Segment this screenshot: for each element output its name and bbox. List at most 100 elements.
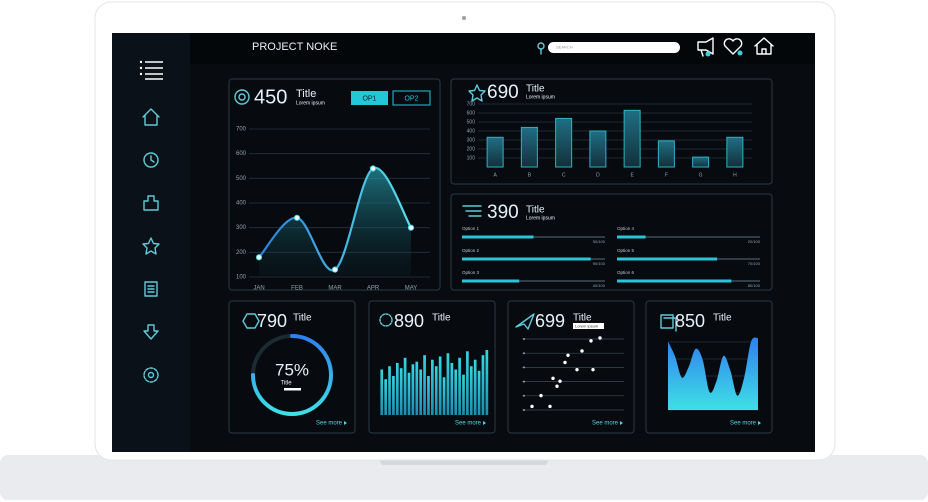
y-tick-label: 700 — [236, 127, 247, 133]
kpi-title: Title — [526, 84, 545, 95]
bar — [520, 126, 538, 168]
column — [423, 355, 426, 415]
search[interactable]: SEARCH — [537, 42, 680, 55]
kpi-title: Title — [573, 313, 592, 324]
see-more-link[interactable]: See more — [455, 421, 486, 427]
x-tick-label: H — [733, 172, 737, 178]
nav-settings[interactable] — [143, 367, 159, 383]
target-icon — [234, 89, 250, 105]
option-button-label: OP1 — [362, 95, 376, 102]
area-series — [668, 337, 758, 410]
scatter-point — [580, 349, 584, 353]
line-point — [331, 266, 339, 273]
column — [442, 377, 446, 415]
nav-download[interactable] — [143, 324, 159, 340]
scatter-point — [551, 376, 555, 381]
option-value: 90/100 — [593, 261, 606, 266]
bar — [555, 117, 573, 168]
option-label: Option 4 — [617, 226, 635, 231]
nav-home[interactable] — [142, 108, 160, 126]
progress-bar — [617, 279, 732, 283]
see-more-link[interactable]: See more — [730, 421, 761, 427]
x-tick-label: FEB — [291, 286, 303, 292]
y-tick-label: 400 — [467, 128, 476, 134]
column — [388, 366, 391, 415]
axis-dot — [523, 409, 525, 411]
nav-box[interactable] — [143, 195, 159, 211]
column — [419, 369, 423, 415]
megaphone-button[interactable] — [697, 37, 714, 57]
bar — [623, 109, 641, 168]
x-tick-label: E — [630, 172, 634, 178]
camera — [462, 16, 466, 20]
kpi-title: Title — [526, 205, 545, 216]
see-more-link[interactable]: See more — [316, 421, 347, 427]
y-tick-label: 600 — [236, 151, 247, 157]
option-button-label: OP2 — [404, 95, 418, 102]
nav-star[interactable] — [142, 237, 160, 255]
scatter-panel — [507, 300, 635, 434]
search-box[interactable] — [548, 42, 680, 53]
option-label: Option 5 — [617, 248, 635, 253]
x-tick-label: B — [528, 172, 532, 178]
y-tick-label: 400 — [236, 201, 247, 207]
nav-document[interactable] — [144, 281, 158, 297]
option-button-active[interactable] — [351, 91, 388, 105]
line-point — [293, 214, 301, 221]
kpi-value: 390 — [487, 202, 519, 223]
y-tick-label: 300 — [467, 137, 476, 143]
kpi-value: 790 — [257, 311, 287, 331]
gauge-icon — [379, 313, 393, 327]
bar — [692, 156, 710, 168]
app-title: PROJECT NOKE — [252, 41, 337, 53]
list-icon — [462, 205, 482, 217]
clock-icon — [143, 152, 159, 168]
kpi-subtitle: Lorem ipsum — [296, 100, 325, 106]
gear-outer — [143, 367, 159, 383]
column — [481, 355, 485, 415]
y-tick-label: 100 — [236, 275, 247, 281]
link-text: See more — [316, 421, 343, 427]
y-tick-label: 600 — [467, 110, 476, 116]
column — [403, 357, 407, 415]
favorites-button[interactable] — [723, 38, 743, 56]
y-tick-label: 500 — [236, 176, 247, 182]
axis-dot — [523, 338, 525, 340]
clock-hands — [150, 155, 155, 163]
x-tick-label: JAN — [253, 286, 264, 292]
progress-track — [617, 236, 760, 238]
menu-dot — [139, 72, 143, 76]
y-tick-label: 200 — [467, 146, 476, 152]
sidebar — [112, 33, 190, 452]
option-value: 20/100 — [748, 239, 761, 244]
heart-icon — [723, 38, 743, 55]
see-more-link[interactable]: See more — [592, 421, 623, 427]
home-button[interactable] — [754, 37, 774, 55]
option-value: 80/100 — [748, 283, 761, 288]
x-tick-label: APR — [367, 286, 380, 292]
bar — [486, 136, 504, 168]
menu-button[interactable] — [139, 60, 163, 80]
gear-inner — [147, 371, 155, 379]
column — [458, 357, 461, 415]
progress-bar — [617, 235, 646, 239]
column — [477, 370, 481, 415]
column — [462, 374, 465, 415]
nav-clock[interactable] — [143, 152, 159, 168]
column — [427, 376, 430, 415]
column — [407, 372, 411, 415]
y-tick-label: 500 — [467, 119, 476, 125]
progress-bar — [462, 257, 591, 261]
menu-lines — [145, 61, 163, 80]
kpi-title: Title — [432, 313, 451, 324]
x-tick-label: C — [562, 172, 566, 178]
x-tick-label: MAR — [328, 286, 342, 292]
column — [380, 369, 384, 415]
column — [469, 366, 473, 415]
progress-bar — [462, 279, 520, 283]
star-icon — [468, 84, 486, 102]
column — [431, 359, 434, 415]
donut-label: Title — [280, 381, 292, 387]
axis-dot — [523, 394, 525, 397]
option-button[interactable] — [392, 90, 431, 106]
